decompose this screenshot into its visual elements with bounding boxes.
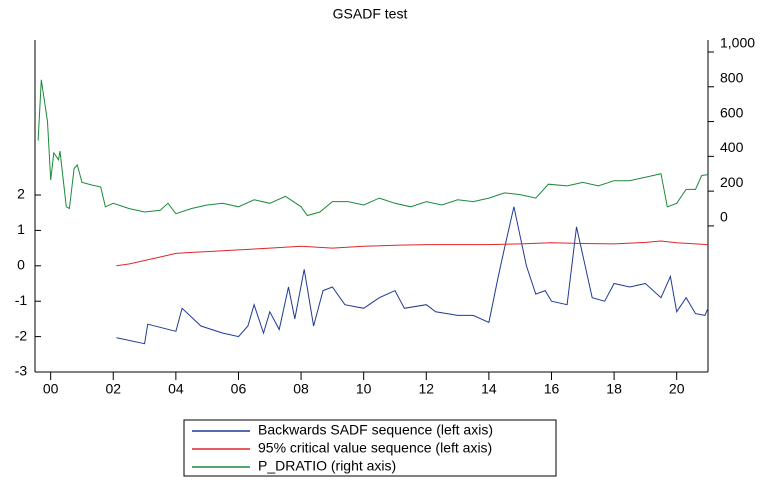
y2-tick-label: 0 <box>720 209 728 225</box>
y2-tick-label: 600 <box>720 104 744 120</box>
x-tick-label: 18 <box>606 381 622 397</box>
x-tick-label: 02 <box>105 381 121 397</box>
x-tick-label: 12 <box>418 381 434 397</box>
series-line <box>116 240 709 267</box>
y2-tick-label: 400 <box>720 139 744 155</box>
x-tick-label: 08 <box>293 381 309 397</box>
legend-label: P_DRATIO (right axis) <box>258 458 396 474</box>
x-tick-label: 14 <box>481 381 497 397</box>
y-tick-label: -1 <box>15 292 28 308</box>
legend-label: 95% critical value sequence (left axis) <box>258 440 492 456</box>
series-line <box>37 79 709 217</box>
legend-label: Backwards SADF sequence (left axis) <box>258 422 493 438</box>
x-tick-label: 16 <box>544 381 560 397</box>
y2-tick-label: 200 <box>720 174 744 190</box>
y2-tick-label: 800 <box>720 69 744 85</box>
x-tick-label: 10 <box>356 381 372 397</box>
y-tick-label: 0 <box>17 257 25 273</box>
x-tick-label: 04 <box>168 381 184 397</box>
y-tick-label: -2 <box>15 327 28 343</box>
y2-tick-label: 1,000 <box>720 35 755 51</box>
x-tick-label: 00 <box>43 381 59 397</box>
y-tick-label: 2 <box>17 186 25 202</box>
y-tick-label: 1 <box>17 221 25 237</box>
x-tick-label: 20 <box>669 381 685 397</box>
chart-title: GSADF test <box>333 6 408 22</box>
y-tick-label: -3 <box>15 363 28 379</box>
x-tick-label: 06 <box>231 381 247 397</box>
series-line <box>116 206 709 345</box>
